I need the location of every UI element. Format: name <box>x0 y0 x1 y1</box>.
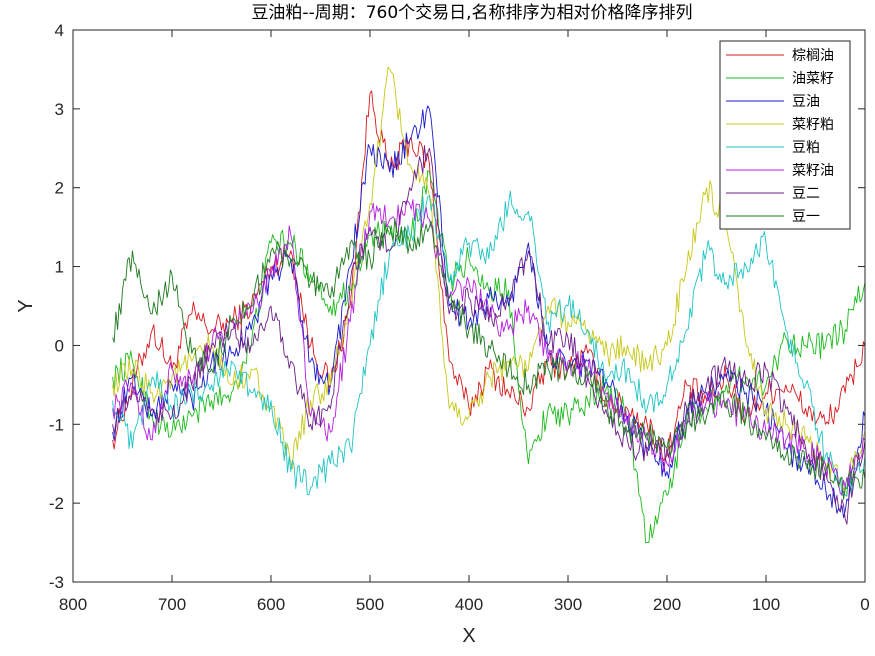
legend-label: 豆油 <box>792 94 820 110</box>
x-tick-label: 700 <box>158 595 186 614</box>
x-tick-label: 400 <box>455 595 483 614</box>
legend-label: 菜籽油 <box>792 163 834 179</box>
y-axis: -3 -2 -1 0 1 2 3 4 <box>49 21 865 592</box>
x-tick-label: 200 <box>653 595 681 614</box>
series-line-6 <box>112 144 866 525</box>
chart-title: 豆油粕--周期：760个交易日,名称排序为相对价格降序排列 <box>251 3 692 23</box>
legend-label: 油菜籽 <box>792 71 834 87</box>
x-axis: 800 700 600 500 400 300 200 100 0 <box>59 30 870 614</box>
series-line-4 <box>112 190 866 497</box>
y-tick-label: 2 <box>55 179 64 198</box>
legend-label: 菜籽粕 <box>792 117 834 133</box>
x-tick-label: 600 <box>257 595 285 614</box>
x-tick-label: 100 <box>752 595 780 614</box>
y-tick-label: -1 <box>49 415 64 434</box>
x-tick-label: 800 <box>59 595 87 614</box>
y-tick-label: 3 <box>55 100 64 119</box>
y-tick-label: -3 <box>49 573 64 592</box>
series-layer <box>112 66 866 544</box>
y-tick-label: 4 <box>55 21 64 40</box>
y-axis-label: Y <box>15 299 37 312</box>
legend-label: 豆一 <box>792 209 820 225</box>
x-tick-label: 0 <box>860 595 869 614</box>
y-tick-label: 1 <box>55 258 64 277</box>
series-line-7 <box>112 218 866 500</box>
legend-label: 豆二 <box>792 186 820 202</box>
series-line-5 <box>112 199 866 496</box>
y-tick-label: -2 <box>49 494 64 513</box>
x-axis-label: X <box>462 625 475 647</box>
x-tick-label: 500 <box>356 595 384 614</box>
legend-label: 豆粕 <box>792 140 820 156</box>
legend-box <box>719 40 851 230</box>
legend-label: 棕榈油 <box>792 48 834 64</box>
y-tick-label: 0 <box>55 336 64 355</box>
series-line-3 <box>112 66 866 497</box>
series-line-2 <box>112 105 866 519</box>
x-tick-label: 300 <box>554 595 582 614</box>
